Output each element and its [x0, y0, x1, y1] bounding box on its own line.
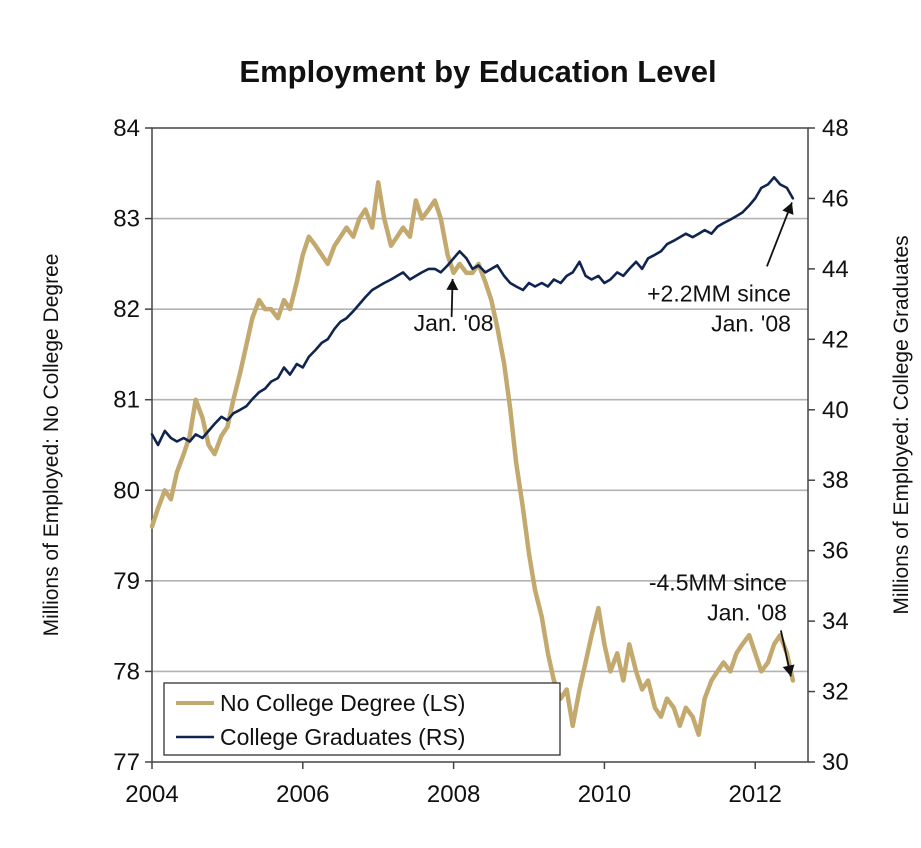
x-tick-label: 2008 — [427, 781, 480, 808]
legend-label-college: College Graduates (RS) — [220, 724, 465, 750]
chart-title: Employment by Education Level — [239, 54, 716, 89]
annotation-text: -4.5MM since — [649, 569, 787, 595]
y-tick-label-right: 46 — [822, 185, 849, 212]
series-line-college — [150, 176, 795, 447]
annotation-text: Jan. '08 — [711, 310, 791, 336]
annotation: -4.5MM since Jan. '08 — [649, 569, 795, 677]
y-axis-left-label: Millions of Employed: No College Degree — [40, 254, 63, 637]
series-layer — [149, 176, 796, 738]
annotation-arrowhead — [782, 664, 795, 677]
x-tick-label: 2010 — [578, 781, 631, 808]
y-tick-label-left: 82 — [113, 296, 140, 323]
annotation-text: Jan. '08 — [707, 599, 787, 625]
legend-box — [163, 682, 561, 756]
annotation-arrowhead — [782, 202, 794, 215]
gridlines — [152, 217, 808, 673]
y-tick-label-left: 83 — [113, 206, 140, 233]
annotation-text: Jan. '08 — [414, 310, 494, 336]
y-tick-label-right: 32 — [822, 679, 849, 706]
y-tick-label-left: 80 — [113, 477, 140, 504]
y-tick-label-left: 84 — [113, 115, 140, 142]
annotation: +2.2MM since Jan. '08 — [647, 202, 794, 336]
y-tick-label-left: 81 — [113, 387, 140, 414]
series-line-no-college — [149, 180, 796, 738]
annotation-arrow — [766, 202, 793, 267]
annotation: Jan. '08 — [414, 278, 494, 336]
x-tick-label: 2006 — [276, 781, 329, 808]
x-tick-label: 2012 — [729, 781, 782, 808]
y-tick-label-right: 30 — [822, 749, 849, 776]
y-tick-label-right: 42 — [822, 326, 849, 353]
y-tick-label-right: 36 — [822, 538, 849, 565]
annotation-arrowhead — [446, 278, 459, 291]
y-axis-right-label: Millions of Employed: College Graduates — [890, 235, 913, 614]
y-tick-label-right: 48 — [822, 115, 849, 142]
annotation-text: +2.2MM since — [647, 280, 791, 306]
tick-labels: 77 78 79 80 81 82 83 84 30 32 34 36 38 40 42 44 46 48 2004… — [113, 115, 848, 808]
y-tick-label-right: 40 — [822, 397, 849, 424]
y-tick-label-right: 34 — [822, 608, 849, 635]
y-tick-label-left: 77 — [113, 749, 140, 776]
plot-border — [151, 127, 809, 763]
y-tick-label-right: 44 — [822, 256, 849, 283]
y-tick-label-right: 38 — [822, 467, 849, 494]
legend: No College Degree (LS) College Graduates… — [163, 682, 561, 756]
y-tick-label-left: 78 — [113, 658, 140, 685]
tick-marks — [145, 127, 815, 769]
y-tick-label-left: 79 — [113, 568, 140, 595]
x-tick-label: 2004 — [125, 781, 178, 808]
legend-label-no-college: No College Degree (LS) — [220, 690, 465, 716]
